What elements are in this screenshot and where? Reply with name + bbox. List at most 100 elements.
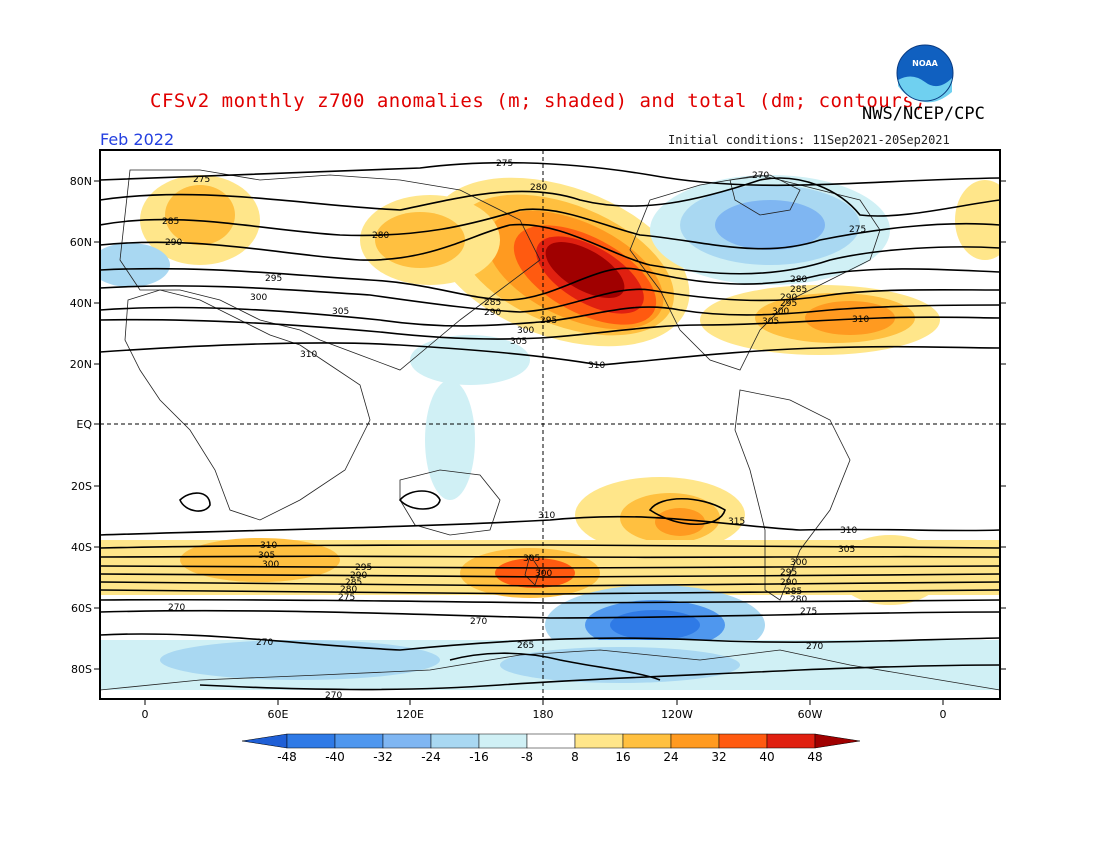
contour-line <box>100 161 1000 187</box>
colorbar-tick-label: 8 <box>571 750 579 764</box>
contour-label: 290 <box>780 293 797 303</box>
contour-line <box>100 515 1000 536</box>
contour-line <box>100 589 1000 595</box>
contour-label: 300 <box>517 326 534 336</box>
contour-label: 270 <box>806 642 823 652</box>
coastline-north-america <box>629 174 881 371</box>
lon-label: 120W <box>661 708 693 721</box>
contour-line <box>100 285 1000 313</box>
contour-line <box>449 652 661 681</box>
forecast-period: Feb 2022 <box>100 130 175 149</box>
anomaly-shade-antarctic <box>160 640 440 680</box>
contour-label: 300 <box>790 558 807 568</box>
contour-line <box>100 177 1000 217</box>
contour-label: 315 <box>728 517 745 527</box>
contour-line <box>100 598 1000 604</box>
contour-line <box>100 544 1000 549</box>
colorbar-swatch <box>430 733 480 749</box>
lat-label: 80S <box>71 663 92 676</box>
lon-label: 60E <box>268 708 289 721</box>
lat-label: 60N <box>70 236 92 249</box>
colorbar-tick-label: 16 <box>615 750 630 764</box>
anomaly-shade-antarctic <box>500 647 740 683</box>
anomaly-shade-sh-band <box>835 535 945 605</box>
anomaly-shading <box>100 175 1000 690</box>
contour-label: 305 <box>332 307 349 317</box>
colorbar-tick-label: -32 <box>373 750 393 764</box>
colorbar-tick-label: -40 <box>325 750 345 764</box>
contour-label: 270 <box>470 617 487 627</box>
contour-label: 290 <box>165 238 182 248</box>
map-title: CFSv2 monthly z700 anomalies (m; shaded)… <box>150 90 927 112</box>
colorbar-swatch <box>670 733 720 749</box>
contour-label: 275 <box>193 175 210 185</box>
contour-label: 275 <box>338 593 355 603</box>
contour-label: 310 <box>852 315 869 325</box>
contour-label: 270 <box>752 171 769 181</box>
contour-line <box>100 581 1000 587</box>
colorbar-swatch <box>478 733 528 749</box>
colorbar-tick-label: -16 <box>469 750 489 764</box>
contour-label: 305 <box>523 554 540 564</box>
coastline-africa <box>124 289 371 521</box>
colorbar-tick-label: -8 <box>521 750 533 764</box>
colorbar-tick-label: -24 <box>421 750 441 764</box>
lat-label: 40N <box>70 297 92 310</box>
contour-line <box>179 492 211 512</box>
coastline-antarctica <box>100 649 1000 691</box>
anomaly-shade-so <box>610 610 700 640</box>
contour-label: 280 <box>790 275 807 285</box>
contour-label: 300 <box>772 307 789 317</box>
contour-line <box>100 555 1000 559</box>
contour-label: 280 <box>340 585 357 595</box>
colorbar-swatch <box>334 733 384 749</box>
contour-label: 295 <box>540 316 557 326</box>
contour-label: 290 <box>484 308 501 318</box>
colorbar-swatch <box>574 733 624 749</box>
height-contours <box>100 161 1000 691</box>
colorbar-tick-label: 40 <box>759 750 774 764</box>
lat-label: 40S <box>71 541 92 554</box>
lon-label: 0 <box>940 708 947 721</box>
initial-conditions: Initial conditions: 11Sep2021-20Sep2021 <box>668 133 950 147</box>
contour-label: 295 <box>265 274 282 284</box>
contour-label: 310 <box>260 541 277 551</box>
contour-label: 270 <box>325 691 342 701</box>
lon-label: 180 <box>533 708 554 721</box>
lon-label: 60W <box>798 708 823 721</box>
colorbar-swatch <box>526 733 576 749</box>
contour-line <box>100 208 1000 250</box>
contour-label: 300 <box>535 569 552 579</box>
contour-label: 280 <box>790 595 807 605</box>
anomaly-shade-sh-band <box>495 558 575 588</box>
contour-label: 310 <box>300 350 317 360</box>
lon-label: 120E <box>396 708 424 721</box>
contour-line <box>100 267 1000 301</box>
lat-label: EQ <box>76 418 92 431</box>
noaa-logo-icon: NOAA <box>895 43 955 103</box>
contour-line <box>100 609 1000 619</box>
contour-label: 280 <box>372 231 389 241</box>
contour-label: 300 <box>250 293 267 303</box>
anomaly-shade-npac <box>545 242 625 298</box>
colorbar-tick-label: 48 <box>807 750 822 764</box>
logo-label: NOAA <box>912 59 938 68</box>
colorbar-tick-label: 32 <box>711 750 726 764</box>
contour-label: 295 <box>355 563 372 573</box>
contour-label: 300 <box>262 560 279 570</box>
contour-line <box>100 223 1000 275</box>
colorbar-swatch <box>766 733 816 749</box>
contour-line <box>100 565 1000 569</box>
contour-label: 275 <box>800 607 817 617</box>
contour-label: 290 <box>780 578 797 588</box>
lat-label: 60S <box>71 602 92 615</box>
contour-label: 305 <box>510 337 527 347</box>
contour-label: 305 <box>838 545 855 555</box>
anomaly-shade-europe <box>165 185 235 245</box>
longitude-axis: 0 60E 120E 180 120W 60W 0 <box>142 699 947 721</box>
contour-label: 290 <box>350 571 367 581</box>
coastline-australia <box>399 469 501 536</box>
contour-line <box>648 497 726 526</box>
anomaly-shade-europe-east <box>955 180 1000 260</box>
agency-label: NWS/NCEP/CPC <box>862 104 985 124</box>
